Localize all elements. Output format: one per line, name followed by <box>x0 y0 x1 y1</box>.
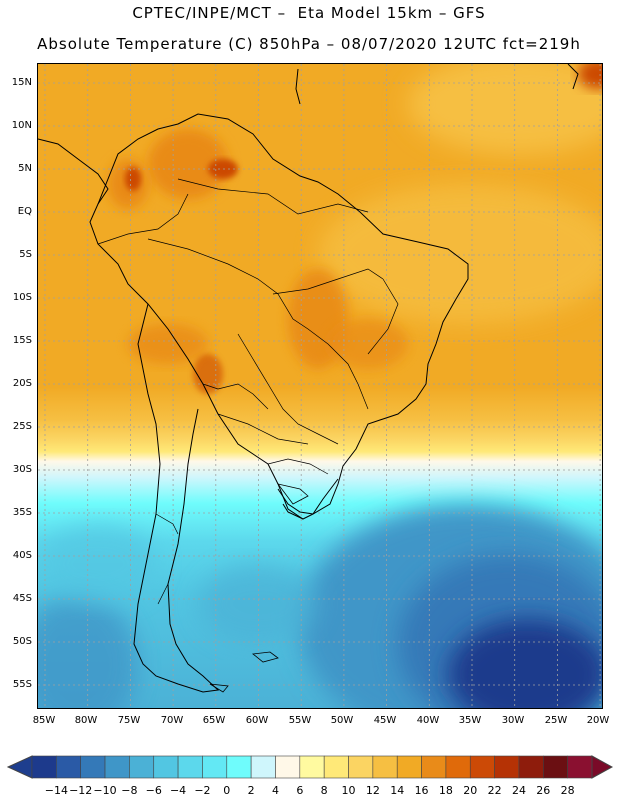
lon-label: 25W <box>544 715 568 726</box>
colorbar-tick-label: 20 <box>463 784 478 797</box>
colorbar-segment <box>275 755 301 779</box>
colorbar-segment <box>543 755 568 779</box>
colorbar-segment <box>372 755 398 779</box>
coastlines <box>38 64 579 693</box>
colorbar-tick-label: 6 <box>296 784 304 797</box>
lat-label: 5S <box>19 249 32 260</box>
colorbar-segment <box>567 755 593 779</box>
map-title: CPTEC/INPE/MCT – Eta Model 15km – GFS <box>132 4 486 22</box>
lat-lon-grid <box>38 64 602 708</box>
colorbar-under-arrow <box>6 755 33 779</box>
lat-label: 15S <box>12 335 32 346</box>
island-outlines <box>209 483 309 693</box>
colorbar-segment <box>421 755 447 779</box>
colorbar-tick-label: 2 <box>247 784 255 797</box>
lat-label: 40S <box>12 550 32 561</box>
colorbar-tick-label: 4 <box>271 784 279 797</box>
colorbar-tick-label: 0 <box>223 784 231 797</box>
colorbar-segment <box>348 755 374 779</box>
colorbar-segment <box>323 755 349 779</box>
colorbar-segment <box>226 755 252 779</box>
colorbar-segment <box>518 755 544 779</box>
map-area[interactable] <box>37 63 603 709</box>
lon-label: 65W <box>202 715 226 726</box>
lat-label: 15N <box>11 77 32 88</box>
lat-label: 10S <box>12 292 32 303</box>
colorbar-tick-label: 26 <box>536 784 551 797</box>
colorbar-segment <box>56 755 81 779</box>
colorbar-segment <box>177 755 203 779</box>
colorbar-segment <box>202 755 228 779</box>
lon-label: 45W <box>373 715 397 726</box>
colorbar-tick-label: 22 <box>487 784 502 797</box>
lon-label: 35W <box>458 715 482 726</box>
lat-label: 35S <box>12 507 32 518</box>
lat-label: 5N <box>18 163 32 174</box>
lat-label: 25S <box>12 421 32 432</box>
colorbar-tick-label: −12 <box>69 784 93 797</box>
colorbar-tick-label: 8 <box>320 784 328 797</box>
colorbar-segment <box>299 755 325 779</box>
colorbar-over-arrow <box>591 755 614 779</box>
colorbar-segment <box>104 755 130 779</box>
colorbar-tick-label: −2 <box>194 784 211 797</box>
colorbar-segment <box>129 755 155 779</box>
colorbar-tick-label: −10 <box>93 784 117 797</box>
colorbar-tick-label: 10 <box>341 784 356 797</box>
temperature-map <box>38 64 602 708</box>
country-borders <box>97 178 399 605</box>
colorbar-tick-label: 28 <box>560 784 575 797</box>
lon-label: 20W <box>586 715 610 726</box>
colorbar-tick-label: −6 <box>145 784 162 797</box>
colorbar-segment <box>80 755 106 779</box>
lon-label: 30W <box>501 715 525 726</box>
lon-label: 40W <box>416 715 440 726</box>
colorbar-segment <box>469 755 495 779</box>
colorbar-segment <box>31 755 57 779</box>
colorbar-segment <box>250 755 276 779</box>
map-subtitle: Absolute Temperature (C) 850hPa – 08/07/… <box>37 35 581 53</box>
lon-label: 50W <box>330 715 354 726</box>
colorbar-tick-label: 14 <box>390 784 405 797</box>
colorbar-segment <box>445 755 471 779</box>
lat-label: 30S <box>12 464 32 475</box>
lat-label: 55S <box>12 679 32 690</box>
colorbar-tick-label: 24 <box>511 784 526 797</box>
lat-label: 20S <box>12 378 32 389</box>
colorbar-tick-label: −4 <box>169 784 187 797</box>
colorbar-segment <box>494 755 520 779</box>
colorbar-segment <box>396 755 422 779</box>
colorbar-tick-label: 12 <box>365 784 380 797</box>
lat-label: EQ <box>17 206 32 217</box>
colorbar-tick-label: 16 <box>414 784 429 797</box>
lat-label: 50S <box>12 636 32 647</box>
colorbar-tick-label: 18 <box>438 784 453 797</box>
lon-label: 60W <box>245 715 269 726</box>
lat-label: 45S <box>12 593 32 604</box>
colorbar-segment <box>153 755 179 779</box>
lat-label: 10N <box>11 120 32 131</box>
lon-label: 55W <box>288 715 312 726</box>
lon-label: 75W <box>117 715 141 726</box>
lon-label: 85W <box>32 715 56 726</box>
colorbar-tick-label: −14 <box>44 784 68 797</box>
color-scale-bar <box>6 755 614 779</box>
colorbar-tick-label: −8 <box>121 784 138 797</box>
lon-label: 70W <box>160 715 184 726</box>
temperature-anomalies <box>38 64 602 708</box>
lon-label: 80W <box>74 715 98 726</box>
